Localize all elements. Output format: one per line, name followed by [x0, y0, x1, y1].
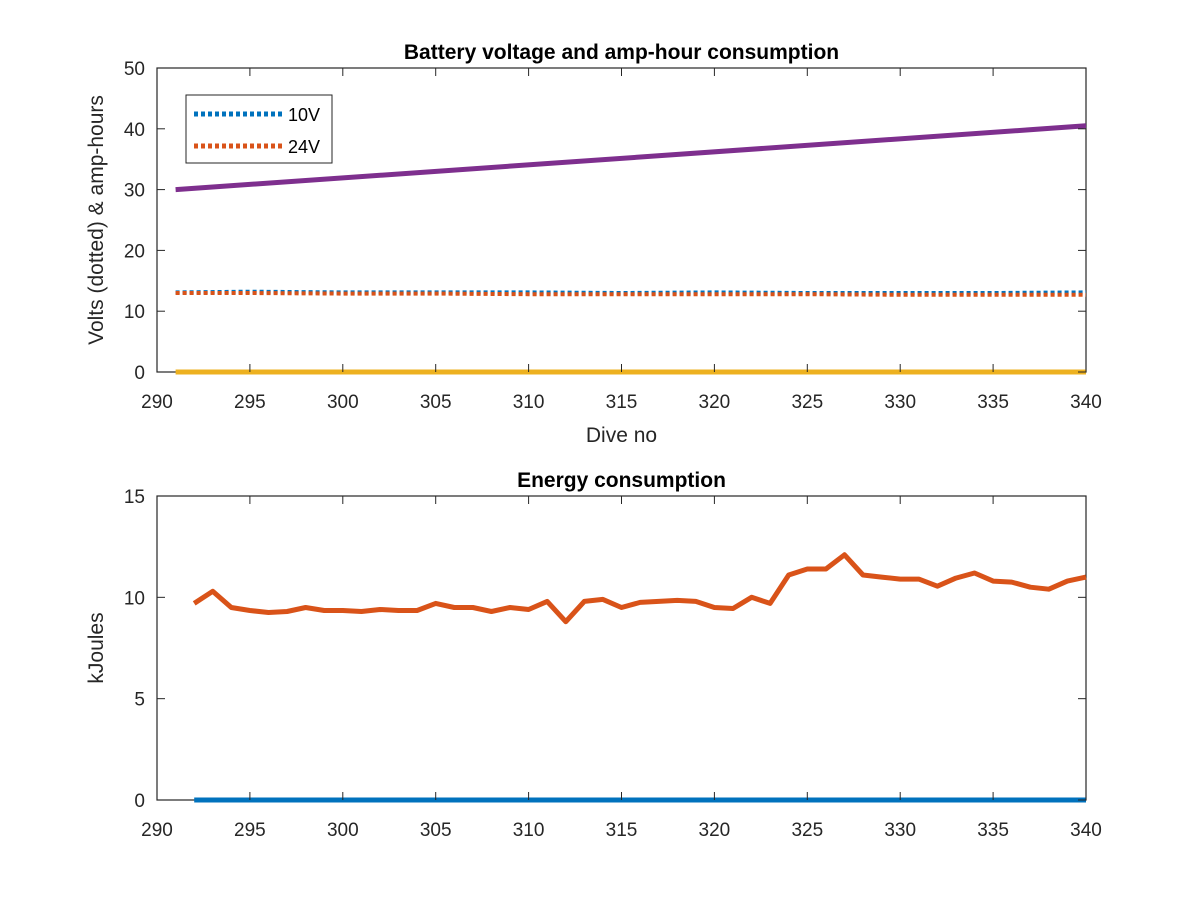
- x-tick-label: 325: [791, 820, 823, 841]
- bottom-y-axis-label: kJoules: [85, 612, 108, 683]
- x-tick-label: 300: [327, 392, 359, 413]
- x-tick-label: 330: [884, 820, 916, 841]
- x-tick-label: 290: [141, 820, 173, 841]
- x-tick-label: 310: [513, 392, 545, 413]
- top-x-axis-label: Dive no: [586, 424, 657, 447]
- y-tick-label: 30: [124, 181, 145, 202]
- x-tick-label: 320: [699, 392, 731, 413]
- bottom-chart-title: Energy consumption: [517, 469, 726, 492]
- top-y-axis-label: Volts (dotted) & amp-hours: [85, 95, 108, 345]
- top-ticks-group: 290 295 300 305 310 315 320 325 330 335 340 0 10 20 30…: [124, 59, 1102, 413]
- x-tick-label: 325: [791, 392, 823, 413]
- y-tick-label: 50: [124, 59, 145, 80]
- y-tick-label: 5: [134, 690, 145, 711]
- series-line-0-2: [175, 123, 1087, 193]
- x-tick-label: 335: [977, 820, 1009, 841]
- x-tick-label: 310: [513, 820, 545, 841]
- top-series-group: [175, 123, 1087, 375]
- bottom-ticks-group: 290 295 300 305 310 315 320 325 330 335 340 0 5 10 15: [124, 487, 1102, 841]
- x-tick-label: 305: [420, 392, 452, 413]
- x-tick-label: 305: [420, 820, 452, 841]
- bottom-plot-frame: [156, 495, 1087, 801]
- legend-box: [185, 94, 333, 164]
- top-chart-title: Battery voltage and amp-hour consumption: [404, 41, 839, 64]
- x-tick-label: 340: [1070, 820, 1102, 841]
- y-tick-label: 15: [124, 487, 145, 508]
- series-line-0-1: [175, 291, 1086, 297]
- x-tick-label: 315: [606, 392, 638, 413]
- y-tick-label: 10: [124, 302, 145, 323]
- x-tick-label: 340: [1070, 392, 1102, 413]
- legend-entry-24v: 24V: [288, 137, 320, 157]
- series-line-1-0: [192, 552, 1087, 625]
- x-tick-label: 315: [606, 820, 638, 841]
- y-tick-label: 0: [134, 363, 145, 384]
- y-tick-label: 20: [124, 241, 145, 262]
- y-tick-label: 40: [124, 120, 145, 141]
- legend-entry-10v: 10V: [288, 105, 320, 125]
- x-tick-label: 295: [234, 820, 266, 841]
- x-tick-label: 300: [327, 820, 359, 841]
- y-tick-label: 10: [124, 588, 145, 609]
- x-tick-label: 290: [141, 392, 173, 413]
- x-tick-label: 330: [884, 392, 916, 413]
- bottom-subplot: 290 295 300 305 310 315 320 325 330 335 340051015 …: [85, 469, 1102, 841]
- x-tick-label: 295: [234, 392, 266, 413]
- top-legend: 10V 24V: [185, 94, 333, 164]
- top-subplot: 290 295 300 305 310 315 320 325 330 335 340 0 10 20 30…: [85, 41, 1102, 447]
- x-tick-label: 335: [977, 392, 1009, 413]
- y-tick-label: 0: [134, 791, 145, 812]
- x-tick-label: 320: [699, 820, 731, 841]
